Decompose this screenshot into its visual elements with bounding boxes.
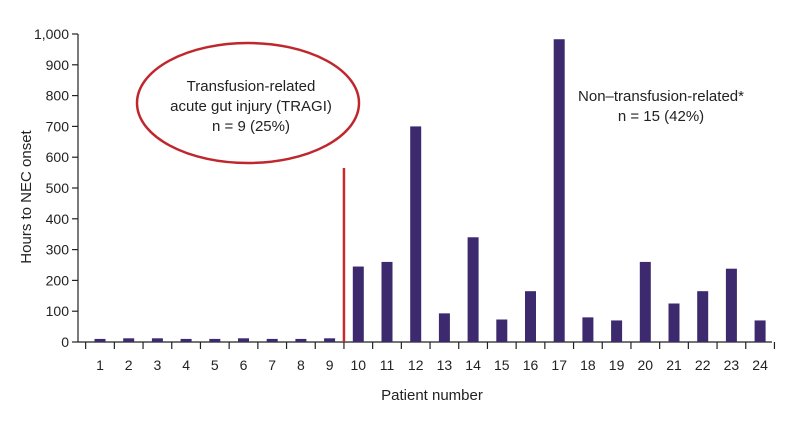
bar (324, 338, 336, 342)
x-tick-label: 15 (494, 357, 510, 373)
bar (151, 338, 163, 342)
bar (725, 268, 737, 342)
y-axis: 0 100 200 300 400 500 600 700 800 900 1,000 (34, 26, 79, 350)
x-tick-label: 3 (154, 357, 162, 373)
tragi-ellipse (135, 41, 361, 165)
x-tick-label: 8 (297, 357, 305, 373)
x-tick-label: 17 (551, 357, 567, 373)
x-tick-label: 14 (465, 357, 481, 373)
bar (381, 261, 393, 342)
bar (553, 39, 565, 343)
x-tick-label: 2 (125, 357, 133, 373)
x-axis: 1 2 3 4 5 6 7 8 9 10 11 12 13 14 15 16 17 18 19 20 21 22 23 24 (78, 341, 776, 373)
y-tick-label: 700 (46, 118, 70, 134)
y-tick-label: 800 (46, 88, 70, 104)
bar (525, 291, 536, 342)
bar (295, 338, 307, 342)
bar (410, 126, 422, 343)
x-tick-label: 5 (211, 357, 219, 373)
x-tick-label: 19 (609, 357, 625, 373)
tragi-label-line1: Transfusion-related (187, 78, 316, 95)
x-tick-label: 7 (268, 357, 276, 373)
y-tick-label: 500 (46, 180, 70, 196)
x-tick-label: 18 (580, 357, 596, 373)
bar (266, 338, 278, 342)
y-tick-label: 900 (46, 57, 70, 73)
bar (438, 313, 450, 342)
y-tick-label: 400 (46, 211, 70, 227)
bar (209, 338, 221, 342)
x-tick-label: 9 (326, 357, 334, 373)
y-tick-label: 300 (46, 242, 70, 258)
x-tick-label: 4 (182, 357, 190, 373)
bar (668, 303, 680, 342)
y-tick-label: 100 (46, 303, 70, 319)
x-tick-label: 16 (523, 357, 539, 373)
x-tick-label: 10 (351, 357, 367, 373)
x-tick-label: 11 (380, 357, 395, 373)
y-axis-title: Hours to NEC onset (18, 129, 35, 263)
bar (180, 338, 192, 342)
x-tick-label: 23 (724, 357, 740, 373)
bars (94, 39, 766, 343)
bar (611, 320, 623, 342)
x-tick-label: 24 (752, 357, 768, 373)
bar (123, 338, 135, 342)
y-tick-label: 1,000 (34, 26, 69, 42)
non-tragi-label-line1: Non–transfusion-related* (578, 88, 744, 105)
x-tick-label: 13 (437, 357, 453, 373)
bar (496, 319, 508, 342)
y-tick-label: 600 (46, 149, 70, 165)
y-tick-label: 200 (46, 272, 70, 288)
y-tick-label: 0 (61, 334, 69, 350)
tragi-label-line2: acute gut injury (TRAGI) (170, 98, 332, 115)
x-tick-label: 22 (695, 357, 711, 373)
tragi-label-line3: n = 9 (25%) (212, 118, 290, 135)
bar (352, 266, 364, 342)
x-axis-title: Patient number (381, 387, 483, 404)
bar (639, 261, 651, 342)
x-tick-label: 20 (638, 357, 654, 373)
x-tick-label: 21 (666, 357, 682, 373)
bar (467, 237, 479, 342)
bar (94, 338, 106, 342)
bar (697, 291, 709, 342)
x-tick-label: 1 (96, 357, 104, 373)
x-tick-label: 6 (240, 357, 248, 373)
bar (754, 320, 766, 342)
bar (582, 317, 594, 342)
bar (238, 338, 249, 342)
non-tragi-label-line2: n = 15 (42%) (618, 108, 704, 125)
x-tick-label: 12 (408, 357, 424, 373)
